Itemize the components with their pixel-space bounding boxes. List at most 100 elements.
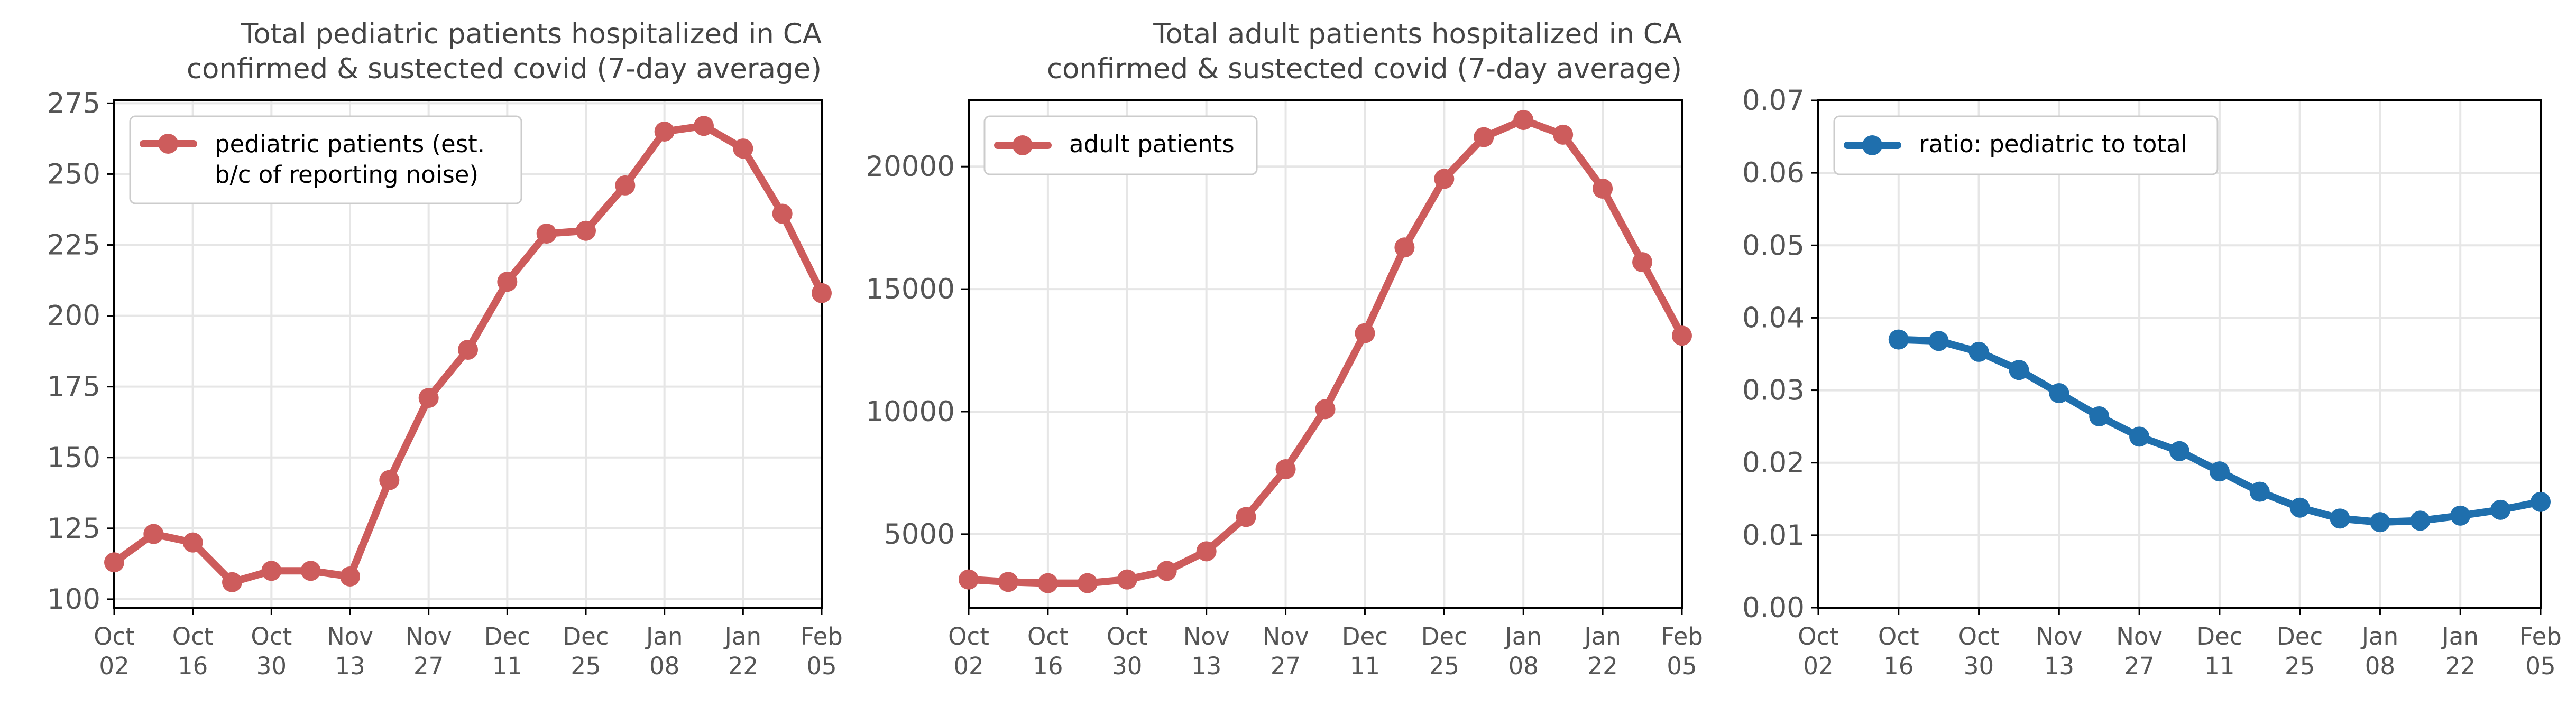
data-point bbox=[2370, 512, 2390, 533]
data-point bbox=[1593, 178, 1613, 199]
data-point bbox=[418, 388, 439, 408]
x-tick-label: Nov 13 bbox=[327, 622, 373, 680]
legend-label: ratio: pediatric to total bbox=[1919, 130, 2187, 158]
data-point bbox=[654, 121, 675, 142]
x-tick-label: Oct 30 bbox=[251, 622, 292, 680]
legend: ratio: pediatric to total bbox=[1833, 115, 2219, 175]
y-tick-label: 0.06 bbox=[1742, 157, 1805, 189]
data-point bbox=[536, 224, 557, 244]
x-axis: Oct 02 Oct 16 Oct 30 Nov 13 Nov 27 Dec 11 Dec 25 Jan 08… bbox=[94, 608, 843, 680]
x-tick-label: Feb 05 bbox=[801, 622, 843, 680]
data-point bbox=[497, 272, 518, 292]
y-tick-label: 0.04 bbox=[1742, 302, 1805, 334]
data-point bbox=[2289, 497, 2310, 518]
data-point bbox=[1077, 573, 1098, 593]
data-point bbox=[1037, 573, 1058, 593]
x-tick-label: Dec 25 bbox=[1421, 622, 1467, 680]
data-point bbox=[2129, 426, 2150, 447]
series-line bbox=[965, 116, 1686, 587]
legend-marker bbox=[1862, 135, 1882, 155]
y-tick-label: 0.00 bbox=[1742, 592, 1805, 624]
data-point bbox=[959, 569, 979, 590]
data-point bbox=[1196, 541, 1217, 562]
data-point bbox=[694, 116, 714, 136]
axes-frame bbox=[968, 99, 1683, 609]
data-point bbox=[1355, 323, 1375, 343]
y-axis: 0.00 0.01 0.02 0.03 0.04 0.05 0.06 0.07 bbox=[1742, 85, 1818, 624]
chart-panel-1: 100 125 150 175 200 225 250 275 Oct 02 Oct 16 Oct 30 N… bbox=[47, 18, 843, 680]
axes-frame bbox=[1817, 99, 2542, 609]
data-point bbox=[143, 524, 164, 544]
y-tick-label: 15000 bbox=[866, 273, 955, 305]
legend-label: adult patients bbox=[1069, 130, 1235, 158]
x-tick-label: Jan 22 bbox=[1583, 622, 1621, 680]
x-tick-label: Oct 02 bbox=[948, 622, 989, 680]
data-point bbox=[2531, 491, 2551, 512]
x-tick-label: Oct 16 bbox=[172, 622, 214, 680]
y-tick-label: 275 bbox=[47, 87, 100, 119]
x-tick-label: Oct 16 bbox=[1027, 622, 1069, 680]
y-tick-label: 20000 bbox=[866, 151, 955, 183]
data-point bbox=[1968, 341, 1989, 362]
data-point bbox=[2049, 383, 2069, 404]
y-tick-label: 250 bbox=[47, 158, 100, 190]
x-tick-label: Dec 25 bbox=[2277, 622, 2323, 680]
legend-box bbox=[129, 115, 522, 204]
x-axis: Oct 02 Oct 16 Oct 30 Nov 13 Nov 27 Dec 11 Dec 25 Jan 08… bbox=[948, 608, 1703, 680]
x-tick-label: Dec 11 bbox=[484, 622, 530, 680]
data-point bbox=[1275, 459, 1296, 479]
data-point bbox=[458, 339, 478, 360]
data-point bbox=[2209, 461, 2230, 482]
axes-frame bbox=[113, 99, 823, 609]
data-point bbox=[1888, 329, 1909, 350]
data-point bbox=[1474, 127, 1494, 147]
y-tick-label: 0.05 bbox=[1742, 229, 1805, 262]
x-tick-label: Nov 13 bbox=[2036, 622, 2082, 680]
y-tick-label: 0.07 bbox=[1742, 85, 1805, 117]
legend-marker bbox=[158, 134, 178, 154]
x-tick-label: Nov 27 bbox=[1263, 622, 1309, 680]
x-tick-label: Dec 11 bbox=[2196, 622, 2242, 680]
y-tick-label: 0.03 bbox=[1742, 375, 1805, 407]
data-point bbox=[1315, 399, 1336, 420]
data-point bbox=[615, 175, 636, 196]
data-point bbox=[1156, 561, 1177, 581]
chart-title: Total adult patients hospitalized in CA c… bbox=[1047, 18, 1682, 85]
data-point bbox=[340, 566, 360, 587]
data-point bbox=[2089, 406, 2110, 426]
data-point bbox=[1672, 325, 1692, 346]
legend: adult patients bbox=[983, 115, 1258, 175]
data-point bbox=[300, 561, 321, 581]
data-point bbox=[1434, 169, 1455, 189]
data-point bbox=[2009, 360, 2029, 380]
x-tick-label: Jan 08 bbox=[645, 622, 683, 680]
y-tick-label: 200 bbox=[47, 300, 100, 332]
chart-title: Total pediatric patients hospitalized in… bbox=[187, 18, 822, 85]
data-point bbox=[733, 138, 753, 159]
x-tick-label: Oct 16 bbox=[1878, 622, 1919, 680]
data-point bbox=[2450, 505, 2471, 526]
data-point bbox=[1117, 569, 1137, 590]
data-point bbox=[576, 220, 596, 241]
legend-label: pediatric patients (est. b/c of reporting… bbox=[215, 130, 485, 189]
x-tick-label: Jan 08 bbox=[2360, 622, 2398, 680]
data-point bbox=[2249, 481, 2270, 502]
y-tick-label: 0.02 bbox=[1742, 447, 1805, 479]
data-point bbox=[2330, 508, 2350, 529]
x-tick-label: Dec 25 bbox=[563, 622, 609, 680]
data-point bbox=[222, 572, 242, 592]
y-tick-label: 0.01 bbox=[1742, 519, 1805, 552]
data-point bbox=[772, 203, 793, 224]
x-tick-label: Nov 27 bbox=[2116, 622, 2163, 680]
data-point bbox=[2169, 441, 2189, 461]
y-axis: 5000 10000 15000 20000 bbox=[866, 151, 969, 551]
x-tick-label: Oct 30 bbox=[1958, 622, 2000, 680]
legend: pediatric patients (est. b/c of reporting… bbox=[129, 115, 522, 204]
data-point bbox=[2410, 510, 2431, 531]
y-tick-label: 225 bbox=[47, 229, 100, 262]
x-tick-label: Nov 13 bbox=[1183, 622, 1230, 680]
data-point bbox=[812, 283, 832, 303]
gridlines bbox=[1817, 99, 2542, 609]
